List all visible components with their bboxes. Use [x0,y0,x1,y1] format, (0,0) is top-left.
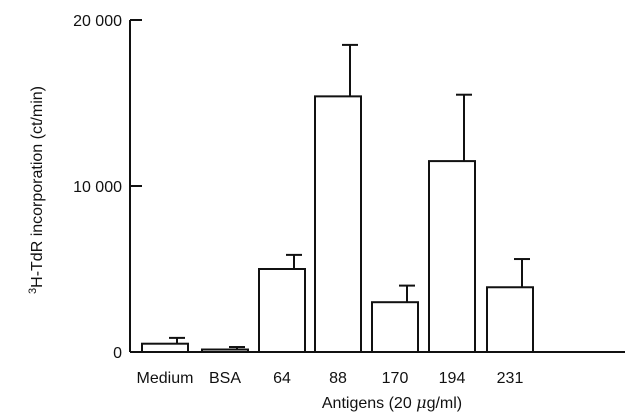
y-tick-label: 0 [113,345,122,362]
bar [486,286,534,354]
y-axis-title: 3H-TdR incorporation (ct/min) [27,86,46,294]
y-tick-label: 20 000 [73,13,122,30]
x-axis-title-mu: μ [416,393,426,412]
x-tick-label: 170 [382,370,409,387]
y-tick-labels: 0 10 000 20 000 [73,13,122,362]
bar [141,342,189,354]
bar [258,268,306,353]
x-tick-label: Medium [137,370,194,387]
bar [201,348,249,354]
x-tick-label: 194 [439,370,466,387]
x-tick-labels: Medium BSA 64 88 170 194 231 [137,370,524,387]
bar [314,95,362,353]
bars [141,43,534,354]
x-tick-label: BSA [209,370,241,387]
svg-text:3H-TdR incorporation (ct/min): 3H-TdR incorporation (ct/min) [27,86,46,294]
x-tick-label: 231 [497,370,524,387]
bar [371,301,419,354]
x-axis-title: Antigens (20 μg/ml) [322,393,462,412]
x-axis-title-prefix: Antigens (20 [322,395,416,412]
x-tick-label: 64 [273,370,291,387]
x-tick-label: 88 [329,370,347,387]
y-axis-title-superscript: 3 [27,288,39,294]
x-axis-title-suffix: g/ml) [427,395,463,412]
bar [428,160,476,353]
y-tick-label: 10 000 [73,179,122,196]
y-axis-title-text: H-TdR incorporation (ct/min) [29,86,46,288]
